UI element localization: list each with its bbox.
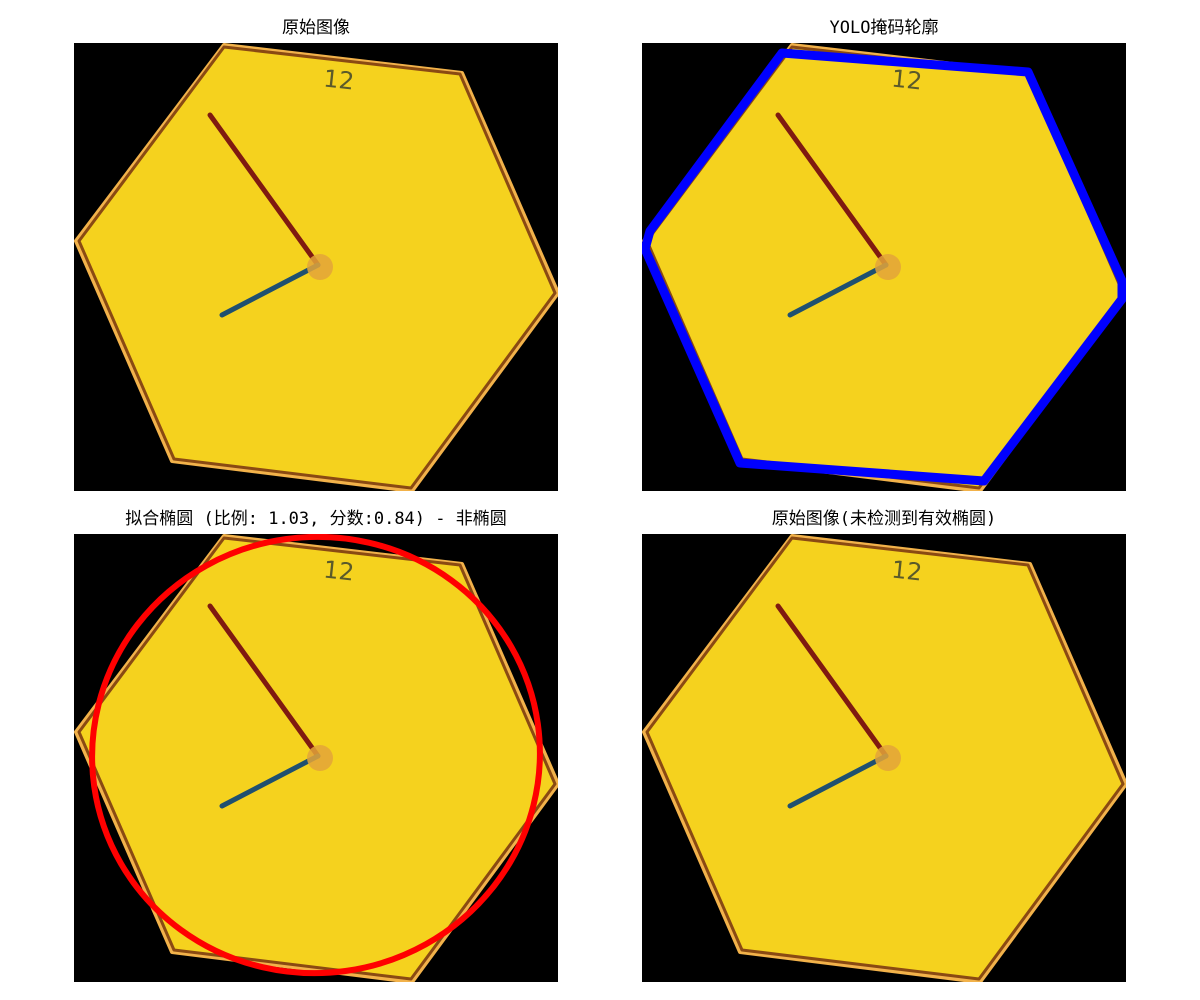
hour-hand: [775, 112, 889, 268]
panel-title-original: 原始图像: [282, 18, 350, 38]
fitted-ellipse: [89, 534, 543, 977]
panel-title-ellipse-fit: 拟合椭圆 (比例: 1.03, 分数:0.84) - 非椭圆: [125, 509, 507, 529]
panel-title-result: 原始图像(未检测到有效椭圆): [771, 509, 997, 529]
panel-original: 12: [74, 43, 558, 491]
minute-hand: [219, 753, 321, 809]
hour-hand: [207, 112, 321, 268]
image-ellipse-fit: 12: [74, 534, 558, 982]
clock-hub: [875, 254, 901, 280]
mask-contour: [642, 48, 1126, 486]
clock-number-12: 12: [322, 556, 355, 587]
panel-ellipse-fit: 12: [74, 534, 558, 982]
minute-hand: [219, 262, 321, 318]
clock-hub: [307, 254, 333, 280]
panel-title-yolo-mask: YOLO掩码轮廓: [829, 18, 939, 38]
image-yolo-mask: 12: [642, 43, 1126, 491]
panel-yolo-mask: 12: [642, 43, 1126, 491]
image-result: 12: [642, 534, 1126, 982]
hour-hand: [775, 603, 889, 759]
minute-hand: [787, 262, 889, 318]
hour-hand: [207, 603, 321, 759]
clock-number-12: 12: [322, 65, 355, 96]
clock-number-12: 12: [890, 65, 923, 96]
clock-hub: [307, 745, 333, 771]
clock-number-12: 12: [890, 556, 923, 587]
minute-hand: [787, 753, 889, 809]
image-original: 12: [74, 43, 558, 491]
clock-hub: [875, 745, 901, 771]
panel-result: 12: [642, 534, 1126, 982]
